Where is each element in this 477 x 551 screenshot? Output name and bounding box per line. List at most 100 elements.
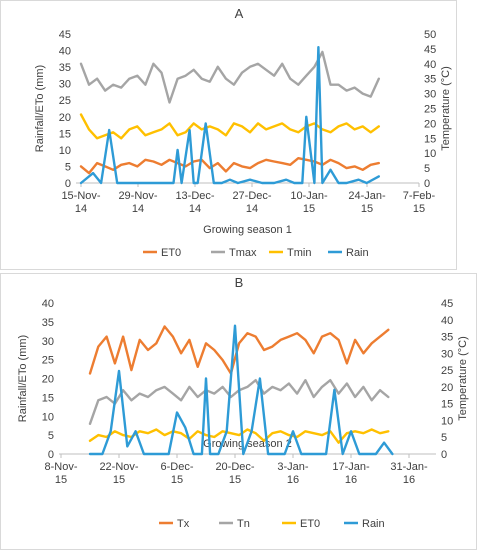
x-tick-label-line: 14 — [132, 203, 144, 215]
panel-label: A — [235, 6, 244, 21]
y-tick-label: 5 — [65, 161, 71, 173]
series-line-tx — [88, 325, 390, 375]
y2-tick-label: 35 — [424, 74, 436, 86]
x-tick-label: 29-Nov-14 — [118, 190, 157, 215]
x-tick-label: 20-Dec-15 — [215, 461, 254, 486]
y2-tick-label: 10 — [441, 415, 453, 427]
y2-tick-label: 15 — [441, 399, 453, 411]
y-tick-label: 45 — [59, 29, 71, 41]
legend-label: ET0 — [161, 247, 181, 259]
y-tick-label: 15 — [59, 128, 71, 140]
y-tick-label: 25 — [42, 355, 54, 367]
x-tick-label-line: 16 — [403, 474, 415, 486]
y2-axis-title: Temperature (°C) — [440, 66, 452, 150]
y2-tick-label: 20 — [441, 382, 453, 394]
series-line-tmin — [79, 113, 380, 140]
series-line-tmax — [79, 50, 380, 104]
x-tick-label-line: 14 — [75, 203, 87, 215]
y-tick-label: 35 — [59, 62, 71, 74]
x-tick-label: 13-Dec-14 — [175, 190, 214, 215]
y2-tick-label: 40 — [424, 59, 436, 71]
y2-tick-label: 0 — [424, 178, 430, 190]
x-tick-label-line: 17-Jan- — [332, 461, 370, 473]
y-tick-label: 40 — [59, 46, 71, 58]
x-tick-label-line: 15 — [413, 203, 425, 215]
y2-tick-label: 30 — [424, 89, 436, 101]
y-tick-label: 10 — [59, 145, 71, 157]
x-tick-label-line: 16 — [345, 474, 357, 486]
x-tick-label-line: 6-Dec- — [160, 461, 193, 473]
chart-panel-b: B 0 5 10 15 20 25 30 35 40 0 5 10 15 20 25 30 35 40 45 Rainf… — [0, 273, 477, 550]
panel-label: B — [235, 275, 244, 290]
y2-tick-label: 5 — [424, 163, 430, 175]
x-tick-label-line: 20-Dec- — [215, 461, 254, 473]
series-line-et0 — [88, 428, 390, 444]
legend-label: Tx — [177, 518, 190, 530]
x-tick-label-line: 31-Jan- — [390, 461, 428, 473]
chart-a-svg: A 0 5 10 15 20 25 30 35 40 45 0 5 10 15 20 25 30 35 40 45 50 R… — [34, 6, 452, 259]
y2-tick-label: 35 — [441, 332, 453, 344]
x-tick-label-line: 7-Feb- — [403, 190, 436, 202]
y2-tick-label: 25 — [424, 104, 436, 116]
x-tick-label-line: 13-Dec- — [175, 190, 214, 202]
y2-tick-label: 15 — [424, 133, 436, 145]
x-tick-label: 24-Jan-15 — [348, 190, 386, 215]
y-tick-label: 20 — [42, 374, 54, 386]
y-tick-label: 15 — [42, 392, 54, 404]
y2-tick-label: 40 — [441, 315, 453, 327]
y2-tick-label: 45 — [424, 44, 436, 56]
y2-tick-label: 50 — [424, 29, 436, 41]
y-axis-title: Rainfall/ETo (mm) — [17, 335, 29, 422]
series-line-rain — [88, 324, 394, 456]
y-tick-label: 30 — [59, 79, 71, 91]
x-tick-label: 15-Nov-14 — [61, 190, 100, 215]
y2-tick-label: 0 — [441, 449, 447, 461]
x-tick-label: 31-Jan-16 — [390, 461, 428, 486]
y2-tick-label: 45 — [441, 298, 453, 310]
y-tick-label: 40 — [42, 298, 54, 310]
legend-label: Rain — [362, 518, 385, 530]
x-tick-label-line: 10-Jan- — [290, 190, 328, 202]
x-tick-label: 27-Dec-14 — [232, 190, 271, 215]
x-tick-label-line: 15 — [113, 474, 125, 486]
y-tick-label: 35 — [42, 317, 54, 329]
y-tick-label: 0 — [48, 449, 54, 461]
legend-label: Tmin — [287, 247, 311, 259]
x-axis-title: Growing season 1 — [203, 224, 292, 236]
y-tick-label: 0 — [65, 178, 71, 190]
x-tick-label: 8-Nov-15 — [44, 461, 77, 486]
x-tick-label: 7-Feb-15 — [403, 190, 436, 215]
chart-panel-a: A 0 5 10 15 20 25 30 35 40 45 0 5 10 15 20 25 30 35 40 45 50 R… — [0, 0, 457, 270]
x-tick-label-line: 8-Nov- — [44, 461, 77, 473]
x-tick-label-line: 15 — [229, 474, 241, 486]
x-tick-label-line: 15 — [303, 203, 315, 215]
y-tick-label: 25 — [59, 95, 71, 107]
y-tick-label: 30 — [42, 336, 54, 348]
x-tick-label-line: 15-Nov- — [61, 190, 100, 202]
chart-b-svg: B 0 5 10 15 20 25 30 35 40 0 5 10 15 20 25 30 35 40 45 Rainf… — [17, 275, 469, 530]
y-tick-label: 20 — [59, 112, 71, 124]
y-axis-title: Rainfall/ETo (mm) — [34, 65, 46, 152]
x-tick-label-line: 16 — [287, 474, 299, 486]
x-tick-label: 10-Jan-15 — [290, 190, 328, 215]
series-line-rain — [79, 46, 380, 185]
x-tick-label-line: 22-Nov- — [99, 461, 138, 473]
x-tick-label-line: 3-Jan- — [277, 461, 309, 473]
legend-label: Tn — [237, 518, 250, 530]
legend-label: ET0 — [300, 518, 320, 530]
legend-label: Rain — [346, 247, 369, 259]
y2-tick-label: 5 — [441, 432, 447, 444]
x-tick-label: 3-Jan-16 — [277, 461, 309, 486]
y2-tick-label: 10 — [424, 148, 436, 160]
x-tick-label-line: 24-Jan- — [348, 190, 386, 202]
x-tick-label-line: 15 — [361, 203, 373, 215]
x-tick-label-line: 14 — [246, 203, 258, 215]
series-line-et0 — [79, 156, 380, 175]
x-tick-label-line: 15 — [171, 474, 183, 486]
y-tick-label: 5 — [48, 430, 54, 442]
legend-label: Tmax — [229, 247, 257, 259]
x-tick-label: 6-Dec-15 — [160, 461, 193, 486]
y2-tick-label: 30 — [441, 348, 453, 360]
x-tick-label-line: 29-Nov- — [118, 190, 157, 202]
x-tick-label: 17-Jan-16 — [332, 461, 370, 486]
